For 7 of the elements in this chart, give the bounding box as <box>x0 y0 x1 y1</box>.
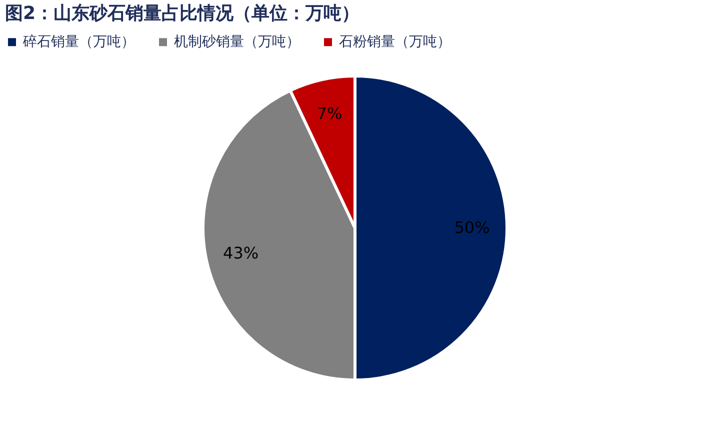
legend-label: 石粉销量（万吨） <box>339 34 451 50</box>
chart-title: 图2：山东砂石销量占比情况（单位：万吨） <box>5 3 360 24</box>
data-label: 50% <box>454 218 490 237</box>
legend-label: 碎石销量（万吨） <box>22 34 135 50</box>
legend-label: 机制砂销量（万吨） <box>174 34 300 50</box>
data-label: 43% <box>223 244 259 263</box>
data-label: 7% <box>316 104 342 123</box>
